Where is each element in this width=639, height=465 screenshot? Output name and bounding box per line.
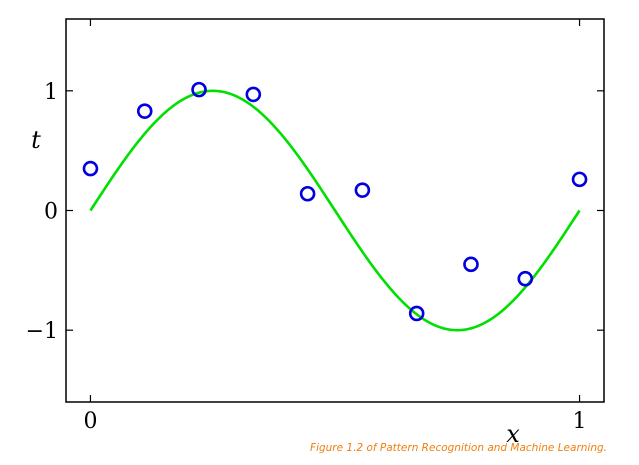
data-point <box>517 270 534 287</box>
ticks: 0 1 −1 0 1 <box>26 19 604 434</box>
y-tick-label: −1 <box>26 319 58 344</box>
data-point <box>354 182 371 198</box>
x-tick-label: 0 <box>83 409 97 434</box>
data-point <box>245 86 262 103</box>
y-axis-label: t <box>31 126 41 154</box>
data-point <box>408 305 425 322</box>
curve-sin2pix <box>89 89 581 332</box>
data-point <box>82 160 99 177</box>
x-axis-label: x <box>506 420 520 448</box>
data-points <box>82 81 588 322</box>
data-point <box>571 171 588 188</box>
data-point <box>136 103 153 119</box>
data-point <box>463 256 479 273</box>
data-point <box>299 185 316 202</box>
data-point <box>191 81 207 98</box>
x-tick-label: 1 <box>573 409 587 434</box>
y-tick-label: 1 <box>44 80 58 105</box>
y-tick-label: 0 <box>44 200 58 225</box>
figure-caption: Figure 1.2 of Pattern Recognition and Ma… <box>310 442 607 454</box>
